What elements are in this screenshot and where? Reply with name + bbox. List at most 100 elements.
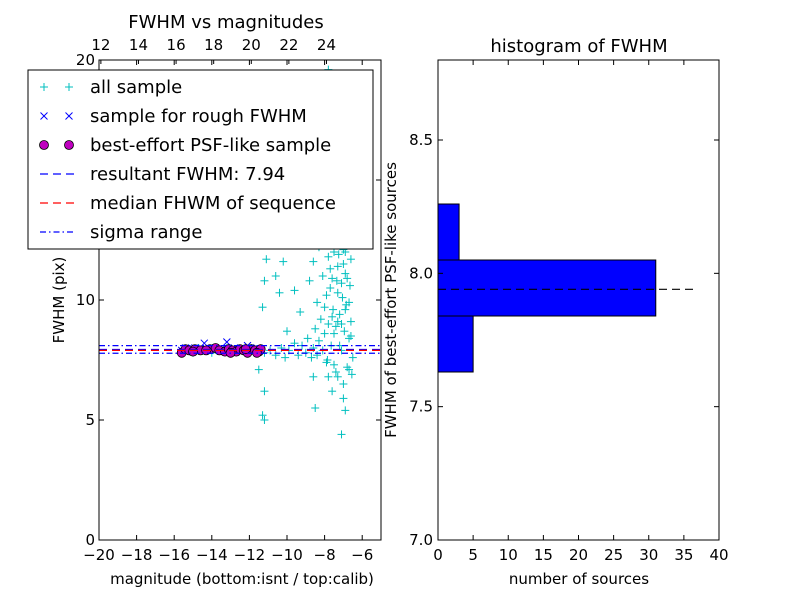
series-0-point-75 bbox=[313, 298, 322, 307]
series-0-point-107 bbox=[328, 387, 337, 396]
histogram-bar-2 bbox=[437, 203, 460, 261]
x-tick-label-0: −20 bbox=[83, 546, 115, 564]
hist-x-tick-label-4: 20 bbox=[569, 546, 588, 564]
legend-entry-2: best-effort PSF-like sample bbox=[39, 135, 331, 156]
legend-marker-2-b bbox=[64, 140, 74, 150]
legend-label-4: median FHWM of sequence bbox=[90, 193, 336, 214]
legend-marker-1-b bbox=[65, 112, 73, 120]
x-tick-label-3: −14 bbox=[196, 546, 228, 564]
series-0-point-85 bbox=[328, 312, 337, 321]
x-tick-label-5: −10 bbox=[271, 546, 303, 564]
legend-marker-1-b-b bbox=[65, 112, 73, 120]
series-0-point-101 bbox=[279, 257, 288, 266]
histogram-x-axis-label: number of sources bbox=[509, 570, 649, 588]
series-0-point-124 bbox=[333, 317, 342, 326]
series-0-point-44 bbox=[334, 250, 343, 259]
series-0-point-39 bbox=[330, 360, 338, 369]
top-tick-label-3: 18 bbox=[204, 36, 223, 54]
legend-entries: all sample sample for rough FWHM best-effo… bbox=[39, 77, 336, 243]
series-0-point-74 bbox=[283, 327, 291, 336]
histogram-bar-1 bbox=[437, 259, 657, 317]
series-0-point-108 bbox=[345, 365, 354, 374]
x-tick-label-6: −8 bbox=[314, 546, 336, 564]
series-0-point-73 bbox=[290, 286, 299, 295]
x-tick-label-2: −16 bbox=[158, 546, 190, 564]
legend-marker-1-a bbox=[40, 112, 48, 120]
scatter-top-ticks: 12 14 16 18 20 22 24 bbox=[91, 36, 336, 64]
hist-x-tick-label-5: 25 bbox=[604, 546, 623, 564]
series-0-point-84 bbox=[318, 272, 327, 280]
top-tick-label-1: 14 bbox=[129, 36, 148, 54]
legend-label-0: all sample bbox=[90, 77, 182, 98]
series-0-point-94 bbox=[260, 387, 269, 396]
legend-label-5: sigma range bbox=[90, 222, 202, 243]
top-tick-label-5: 22 bbox=[279, 36, 298, 54]
scatter-y-axis-label: FWHM (pix) bbox=[50, 257, 68, 344]
series-0-point-100 bbox=[262, 255, 271, 264]
series-0-point-79 bbox=[330, 329, 338, 338]
series-0-point-103 bbox=[275, 288, 284, 297]
series-0-point-96 bbox=[260, 416, 269, 424]
legend-marker-2-a bbox=[39, 140, 49, 150]
series-0-point-95 bbox=[258, 411, 267, 420]
hist-x-tick-label-1: 5 bbox=[468, 546, 478, 564]
legend-marker-1-a-b bbox=[40, 112, 48, 120]
series-2-point-22 bbox=[188, 346, 198, 357]
series-0-point-45 bbox=[335, 310, 344, 319]
series-0-point-29 bbox=[316, 315, 325, 324]
hist-x-tick-label-7: 35 bbox=[674, 546, 693, 564]
hist-y-tick-label-3: 8.5 bbox=[409, 131, 433, 149]
scatter-title: FWHM vs magnitudes bbox=[128, 12, 323, 33]
series-0-point-117 bbox=[341, 305, 350, 314]
scatter-x-ticks: −20 −18 −16 −14 −12 −10 −8 −6 bbox=[83, 60, 373, 564]
series-0-point-26 bbox=[311, 324, 320, 333]
series-0-point-82 bbox=[343, 274, 352, 283]
series-0-point-58 bbox=[347, 370, 356, 379]
legend-entry-3: resultant FWHM: 7.94 bbox=[40, 164, 285, 185]
legend-marker-0-b bbox=[65, 83, 73, 91]
legend-entry-1: sample for rough FWHM bbox=[40, 106, 307, 127]
series-0-point-35 bbox=[326, 264, 335, 273]
legend-frame bbox=[27, 69, 374, 250]
y-tick-label-1: 5 bbox=[85, 411, 95, 429]
series-1-point-9-b bbox=[222, 338, 231, 346]
y-tick-label-0: 0 bbox=[85, 531, 95, 549]
series-0-point-57 bbox=[346, 317, 355, 326]
legend-label-3: resultant FWHM: 7.94 bbox=[90, 164, 285, 185]
top-tick-label-6: 24 bbox=[317, 36, 336, 54]
hist-x-tick-label-8: 40 bbox=[709, 546, 728, 564]
series-0-point-59 bbox=[348, 353, 357, 362]
scatter-x-axis-label: magnitude (bottom:isnt / top:calib) bbox=[110, 570, 374, 588]
series-0-point-41 bbox=[331, 322, 340, 331]
legend-entry-0: all sample bbox=[40, 77, 182, 98]
series-0-point-72 bbox=[296, 308, 305, 316]
x-tick-label-1: −18 bbox=[121, 546, 153, 564]
series-0-point-97 bbox=[254, 365, 263, 374]
series-0-point-106 bbox=[309, 372, 318, 381]
hist-x-tick-label-2: 10 bbox=[499, 546, 518, 564]
series-0-point-42 bbox=[332, 276, 341, 285]
series-0-point-76 bbox=[345, 298, 354, 307]
series-0-point-43 bbox=[333, 372, 342, 381]
series-0-point-116 bbox=[337, 279, 346, 288]
series-0-point-115 bbox=[333, 262, 342, 271]
series-0-point-102 bbox=[271, 272, 280, 280]
series-0-point-19 bbox=[290, 339, 299, 348]
series-0-point-23 bbox=[303, 334, 312, 343]
series-0-point-123 bbox=[320, 303, 329, 312]
hist-y-tick-label-0: 7.0 bbox=[409, 531, 433, 549]
series-0-point-51 bbox=[341, 269, 350, 278]
x-tick-label-7: −6 bbox=[351, 546, 373, 564]
series-0-point-81 bbox=[333, 288, 342, 297]
series-0-point-89 bbox=[324, 372, 333, 381]
series-0-point-15 bbox=[271, 351, 280, 360]
series-1-point-5-b bbox=[200, 339, 209, 348]
series-0-point-77 bbox=[346, 255, 355, 264]
series-0-point-120 bbox=[339, 260, 348, 268]
scatter-legend: all sample sample for rough FWHM best-effo… bbox=[27, 69, 374, 250]
histogram-panel: histogram of FWHM 0 5 10 15 20 25 30 35 40 7.07.… bbox=[382, 36, 729, 588]
series-0-point-122 bbox=[328, 274, 337, 283]
series-0-point-50 bbox=[340, 327, 349, 336]
series-0-point-20 bbox=[294, 351, 303, 360]
